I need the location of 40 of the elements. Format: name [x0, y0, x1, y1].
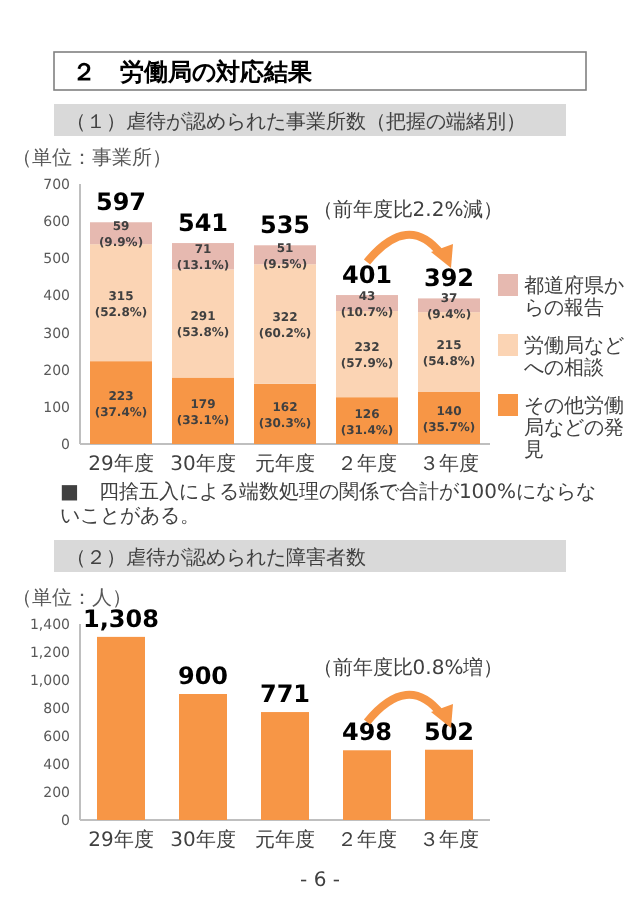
bar [261, 712, 309, 820]
bar [90, 361, 152, 444]
data-label: 498 [341, 718, 393, 747]
bar [90, 244, 152, 362]
text: ■ 四捨五入による端数処理の関係で合計が100%にならないことがある。 [60, 480, 597, 528]
legend-label: 労働局などへの相談 [524, 334, 624, 380]
text: ２ 労働局の対応結果 [72, 58, 314, 86]
total-label: 392 [423, 264, 475, 293]
bar [425, 749, 473, 820]
data-label: 502 [423, 717, 475, 746]
x-tick-label: ３年度 [419, 828, 479, 852]
x-tick-label: 30年度 [170, 828, 236, 852]
x-tick-label: 元年度 [255, 828, 315, 852]
annotation: （前年度比0.8%増） [312, 656, 504, 680]
x-tick-label: ２年度 [337, 828, 397, 852]
chart-title: （１）虐待が認められた事業所数（把握の端緒別） [66, 110, 526, 134]
data-label: 900 [177, 662, 229, 690]
chart-title: （２）虐待が認められた障害者数 [66, 546, 366, 570]
legend-label: 都道府県からの報告 [524, 274, 624, 320]
bar [343, 750, 391, 820]
x-tick-label: 29年度 [88, 452, 154, 476]
data-label: 1,308 [83, 604, 159, 633]
x-tick-label: 30年度 [170, 452, 236, 476]
annotation: （前年度比2.2%減） [312, 198, 504, 222]
bar [97, 636, 145, 820]
y-axis-title: （単位：人） [12, 586, 132, 610]
legend-label: その他労働局などの発見 [524, 394, 624, 462]
bar [179, 694, 227, 820]
total-label: 541 [177, 209, 229, 238]
y-axis-title: （単位：事業所） [12, 146, 172, 170]
x-tick-label: 元年度 [255, 452, 315, 476]
total-label: 401 [341, 261, 393, 290]
bar [172, 269, 234, 378]
x-tick-label: 29年度 [88, 828, 154, 852]
x-tick-label: ２年度 [337, 452, 397, 476]
x-tick-label: ３年度 [419, 452, 479, 476]
total-label: 535 [259, 211, 311, 240]
data-label: 771 [259, 680, 311, 709]
text: - 6 - [300, 870, 341, 892]
total-label: 597 [95, 188, 147, 217]
